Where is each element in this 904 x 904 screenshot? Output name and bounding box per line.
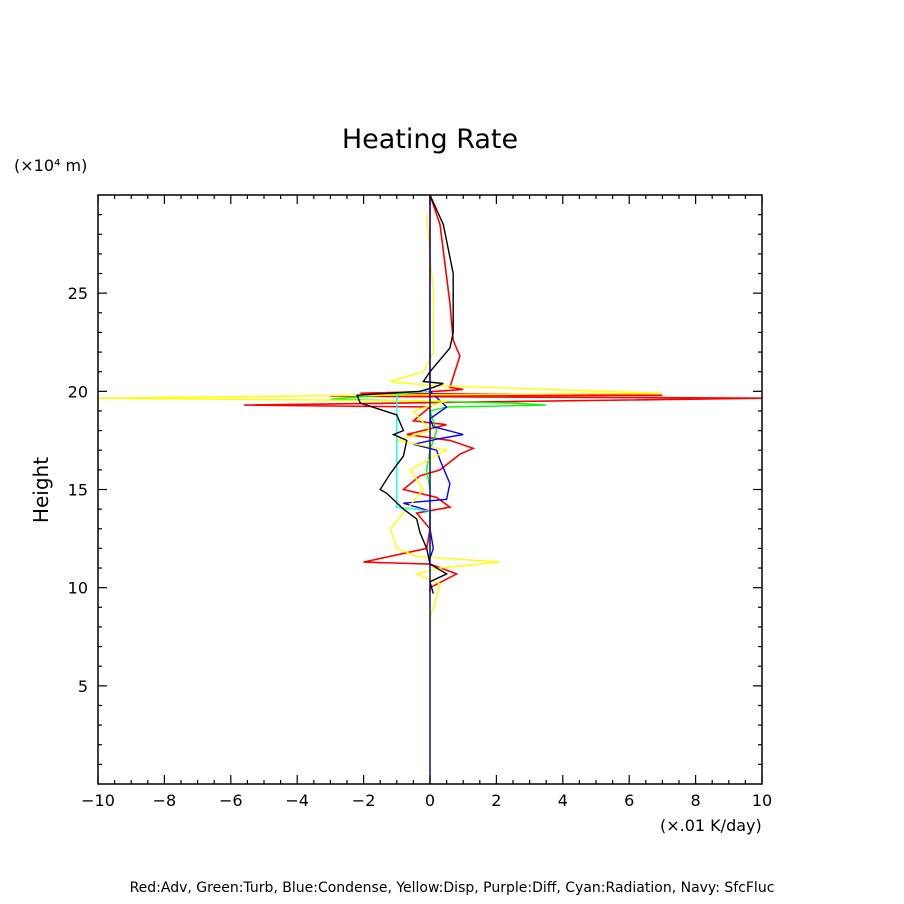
x-tick-label: −10 (81, 791, 115, 810)
series-line-total (355, 194, 454, 594)
x-tick-label: 0 (425, 791, 435, 810)
chart-title: Heating Rate (342, 124, 518, 155)
series-line-condense (403, 390, 464, 559)
x-tick-label: −8 (153, 791, 177, 810)
x-tick-label: 4 (558, 791, 568, 810)
legend-text: Red:Adv, Green:Turb, Blue:Condense, Yell… (130, 880, 775, 896)
x-unit-label: (×.01 K/day) (660, 816, 762, 835)
x-tick-label: −4 (285, 791, 309, 810)
x-tick-label: 8 (691, 791, 701, 810)
y-tick-label: 10 (68, 579, 88, 598)
y-tick-label: 5 (78, 677, 88, 696)
x-tick-label: 6 (624, 791, 634, 810)
y-tick-label: 15 (68, 481, 88, 500)
y-unit-label: (×10⁴ m) (14, 156, 87, 175)
x-tick-label: −2 (352, 791, 376, 810)
series-line-adv (244, 194, 763, 592)
x-tick-label: 2 (491, 791, 501, 810)
y-tick-label: 25 (68, 284, 88, 303)
x-tick-label: −6 (219, 791, 243, 810)
y-tick-label: 20 (68, 382, 88, 401)
ticks-layer: −10 −8 −6 −4 −2 0 2 4 6 8 10 5 10 15 20 25 (68, 195, 772, 810)
x-tick-label: 10 (752, 791, 772, 810)
series-line-radiation (396, 390, 431, 549)
y-axis-title: Height (29, 457, 53, 523)
plot-frame (97, 194, 763, 785)
series-layer (97, 194, 763, 784)
series-line-disp (97, 214, 663, 637)
